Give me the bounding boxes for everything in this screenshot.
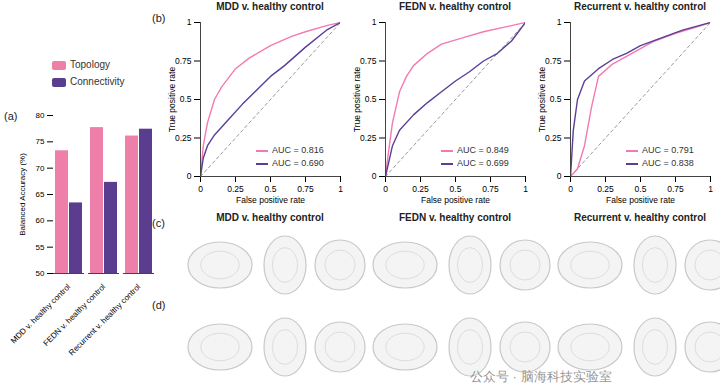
svg-text:Balanced Accuracy (%): Balanced Accuracy (%) [18, 153, 27, 236]
html-text:AUC = 0.690: AUC = 0.690 [272, 158, 324, 168]
svg-text:1: 1 [523, 184, 528, 194]
html-text:Connectivity: Connectivity [70, 76, 125, 87]
svg-text:0.75: 0.75 [667, 184, 684, 194]
svg-text:1: 1 [187, 17, 192, 27]
svg-text:1: 1 [338, 184, 343, 194]
svg-text:0.75: 0.75 [175, 56, 192, 66]
svg-text:65: 65 [36, 190, 45, 199]
svg-text:True positive rate: True positive rate [352, 67, 362, 133]
svg-text:0.25: 0.25 [412, 184, 429, 194]
svg-text:0: 0 [568, 184, 573, 194]
svg-text:0.5: 0.5 [365, 94, 377, 104]
html-text:AUC = 0.849: AUC = 0.849 [457, 145, 509, 155]
svg-text:0.5: 0.5 [635, 184, 647, 194]
svg-text:0.5: 0.5 [180, 94, 192, 104]
html-text:AUC = 0.791: AUC = 0.791 [642, 145, 694, 155]
html-text:(c): (c) [152, 217, 165, 229]
svg-text:0.75: 0.75 [360, 56, 377, 66]
svg-text:True positive rate: True positive rate [167, 67, 177, 133]
svg-text:False positive rate: False positive rate [606, 195, 675, 205]
html-text:Recurrent v. healthy control: Recurrent v. healthy control [574, 212, 706, 223]
svg-text:Recurrent v. healthy control: Recurrent v. healthy control [67, 282, 142, 357]
svg-text:0.5: 0.5 [550, 94, 562, 104]
html-text:MDD v. healthy control: MDD v. healthy control [216, 212, 324, 223]
svg-text:0.75: 0.75 [545, 56, 562, 66]
svg-text:80: 80 [36, 111, 45, 120]
svg-text:0: 0 [198, 184, 203, 194]
svg-text:0.25: 0.25 [175, 133, 192, 143]
html-text:AUC = 0.816: AUC = 0.816 [272, 145, 324, 155]
svg-text:0.75: 0.75 [297, 184, 314, 194]
svg-text:50: 50 [36, 269, 45, 278]
html-text:Topology: Topology [70, 59, 110, 70]
svg-text:True positive rate: True positive rate [537, 67, 547, 133]
svg-text:75: 75 [36, 137, 45, 146]
html-text:MDD v. healthy control: MDD v. healthy control [216, 1, 324, 12]
svg-text:0.25: 0.25 [597, 184, 614, 194]
svg-text:FEDN v. healthy control: FEDN v. healthy control [42, 282, 108, 348]
svg-text:1: 1 [557, 17, 562, 27]
html-text:公众号 · 脑海科技实验室: 公众号 · 脑海科技实验室 [470, 369, 612, 384]
html-text:AUC = 0.838: AUC = 0.838 [642, 158, 694, 168]
svg-text:0.5: 0.5 [265, 184, 277, 194]
svg-text:1: 1 [372, 17, 377, 27]
html-text:Recurrent v. healthy control: Recurrent v. healthy control [574, 1, 706, 12]
svg-text:0.25: 0.25 [227, 184, 244, 194]
svg-text:0: 0 [383, 184, 388, 194]
html-text:FEDN v. healthy control: FEDN v. healthy control [399, 1, 511, 12]
svg-text:70: 70 [36, 164, 45, 173]
html-text:(d): (d) [152, 299, 166, 311]
html-text:(a): (a) [4, 110, 18, 122]
svg-text:0.5: 0.5 [450, 184, 462, 194]
svg-text:0.25: 0.25 [360, 133, 377, 143]
svg-text:0.25: 0.25 [545, 133, 562, 143]
svg-text:False positive rate: False positive rate [236, 195, 305, 205]
svg-text:1: 1 [708, 184, 713, 194]
html-text:AUC = 0.699: AUC = 0.699 [457, 158, 509, 168]
svg-text:0.75: 0.75 [482, 184, 499, 194]
svg-text:False positive rate: False positive rate [421, 195, 490, 205]
svg-text:0: 0 [557, 171, 562, 181]
html-text:FEDN v. healthy control: FEDN v. healthy control [399, 212, 511, 223]
svg-text:MDD v. healthy control: MDD v. healthy control [9, 282, 72, 345]
svg-text:55: 55 [36, 243, 45, 252]
svg-text:0: 0 [187, 171, 192, 181]
svg-text:0: 0 [372, 171, 377, 181]
svg-text:60: 60 [36, 216, 45, 225]
html-text:(b): (b) [152, 12, 166, 24]
